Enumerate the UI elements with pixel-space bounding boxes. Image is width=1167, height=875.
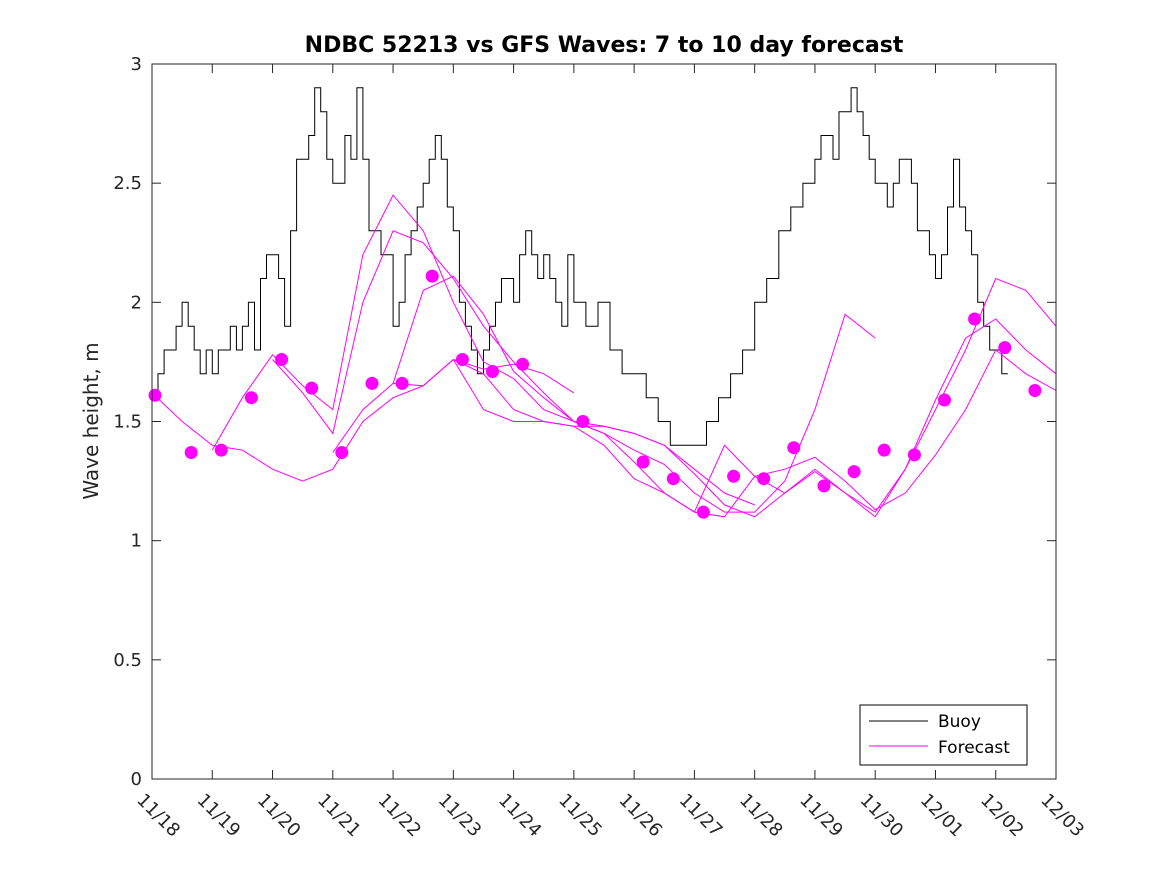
y-tick-label: 0.5 (113, 650, 142, 671)
forecast-marker (817, 479, 831, 493)
y-tick-label: 1.5 (113, 412, 142, 433)
forecast-marker (516, 357, 530, 371)
forecast-marker (365, 376, 379, 390)
forecast-marker (1028, 384, 1042, 397)
y-tick-label: 0 (131, 769, 142, 790)
forecast-marker (184, 446, 198, 459)
y-tick-label: 2.5 (113, 173, 142, 194)
forecast-marker (787, 441, 801, 455)
forecast-series-line-5 (392, 275, 1057, 518)
forecast-marker (636, 455, 650, 469)
forecast-marker (305, 381, 319, 395)
forecast-marker (455, 353, 469, 366)
forecast-marker (847, 465, 861, 479)
forecast-marker (486, 365, 499, 378)
forecast-marker (576, 415, 590, 428)
forecast-marker (907, 448, 921, 462)
legend-buoy-label: Buoy (938, 712, 981, 732)
legend-forecast-label: Forecast (938, 738, 1010, 758)
chart-title: NDBC 52213 vs GFS Waves: 7 to 10 day for… (305, 33, 904, 58)
forecast-marker (395, 376, 409, 390)
y-tick-label: 2 (131, 292, 142, 313)
forecast-marker (877, 443, 891, 457)
forecast-series-line-6 (452, 318, 1057, 518)
forecast-marker (425, 269, 439, 283)
plot-background (152, 64, 1056, 779)
forecast-marker (727, 469, 741, 483)
buoy-series-line (152, 87, 1008, 446)
legend: Buoy Forecast (859, 704, 1028, 766)
forecast-marker (696, 505, 710, 519)
forecast-marker (968, 312, 982, 326)
forecast-marker (757, 472, 771, 486)
y-tick-label: 3 (131, 54, 142, 75)
forecast-marker (998, 341, 1012, 355)
forecast-marker (244, 391, 258, 405)
forecast-marker (666, 472, 680, 486)
forecast-marker (148, 388, 162, 402)
forecast-marker (275, 353, 289, 366)
plot-area (148, 64, 1057, 779)
forecast-marker (214, 443, 228, 457)
y-tick-label: 1 (131, 531, 142, 552)
forecast-marker (938, 393, 951, 407)
forecast-marker (335, 446, 349, 459)
legend-box (859, 704, 1028, 766)
y-axis-label: Wave height, m (79, 342, 103, 499)
